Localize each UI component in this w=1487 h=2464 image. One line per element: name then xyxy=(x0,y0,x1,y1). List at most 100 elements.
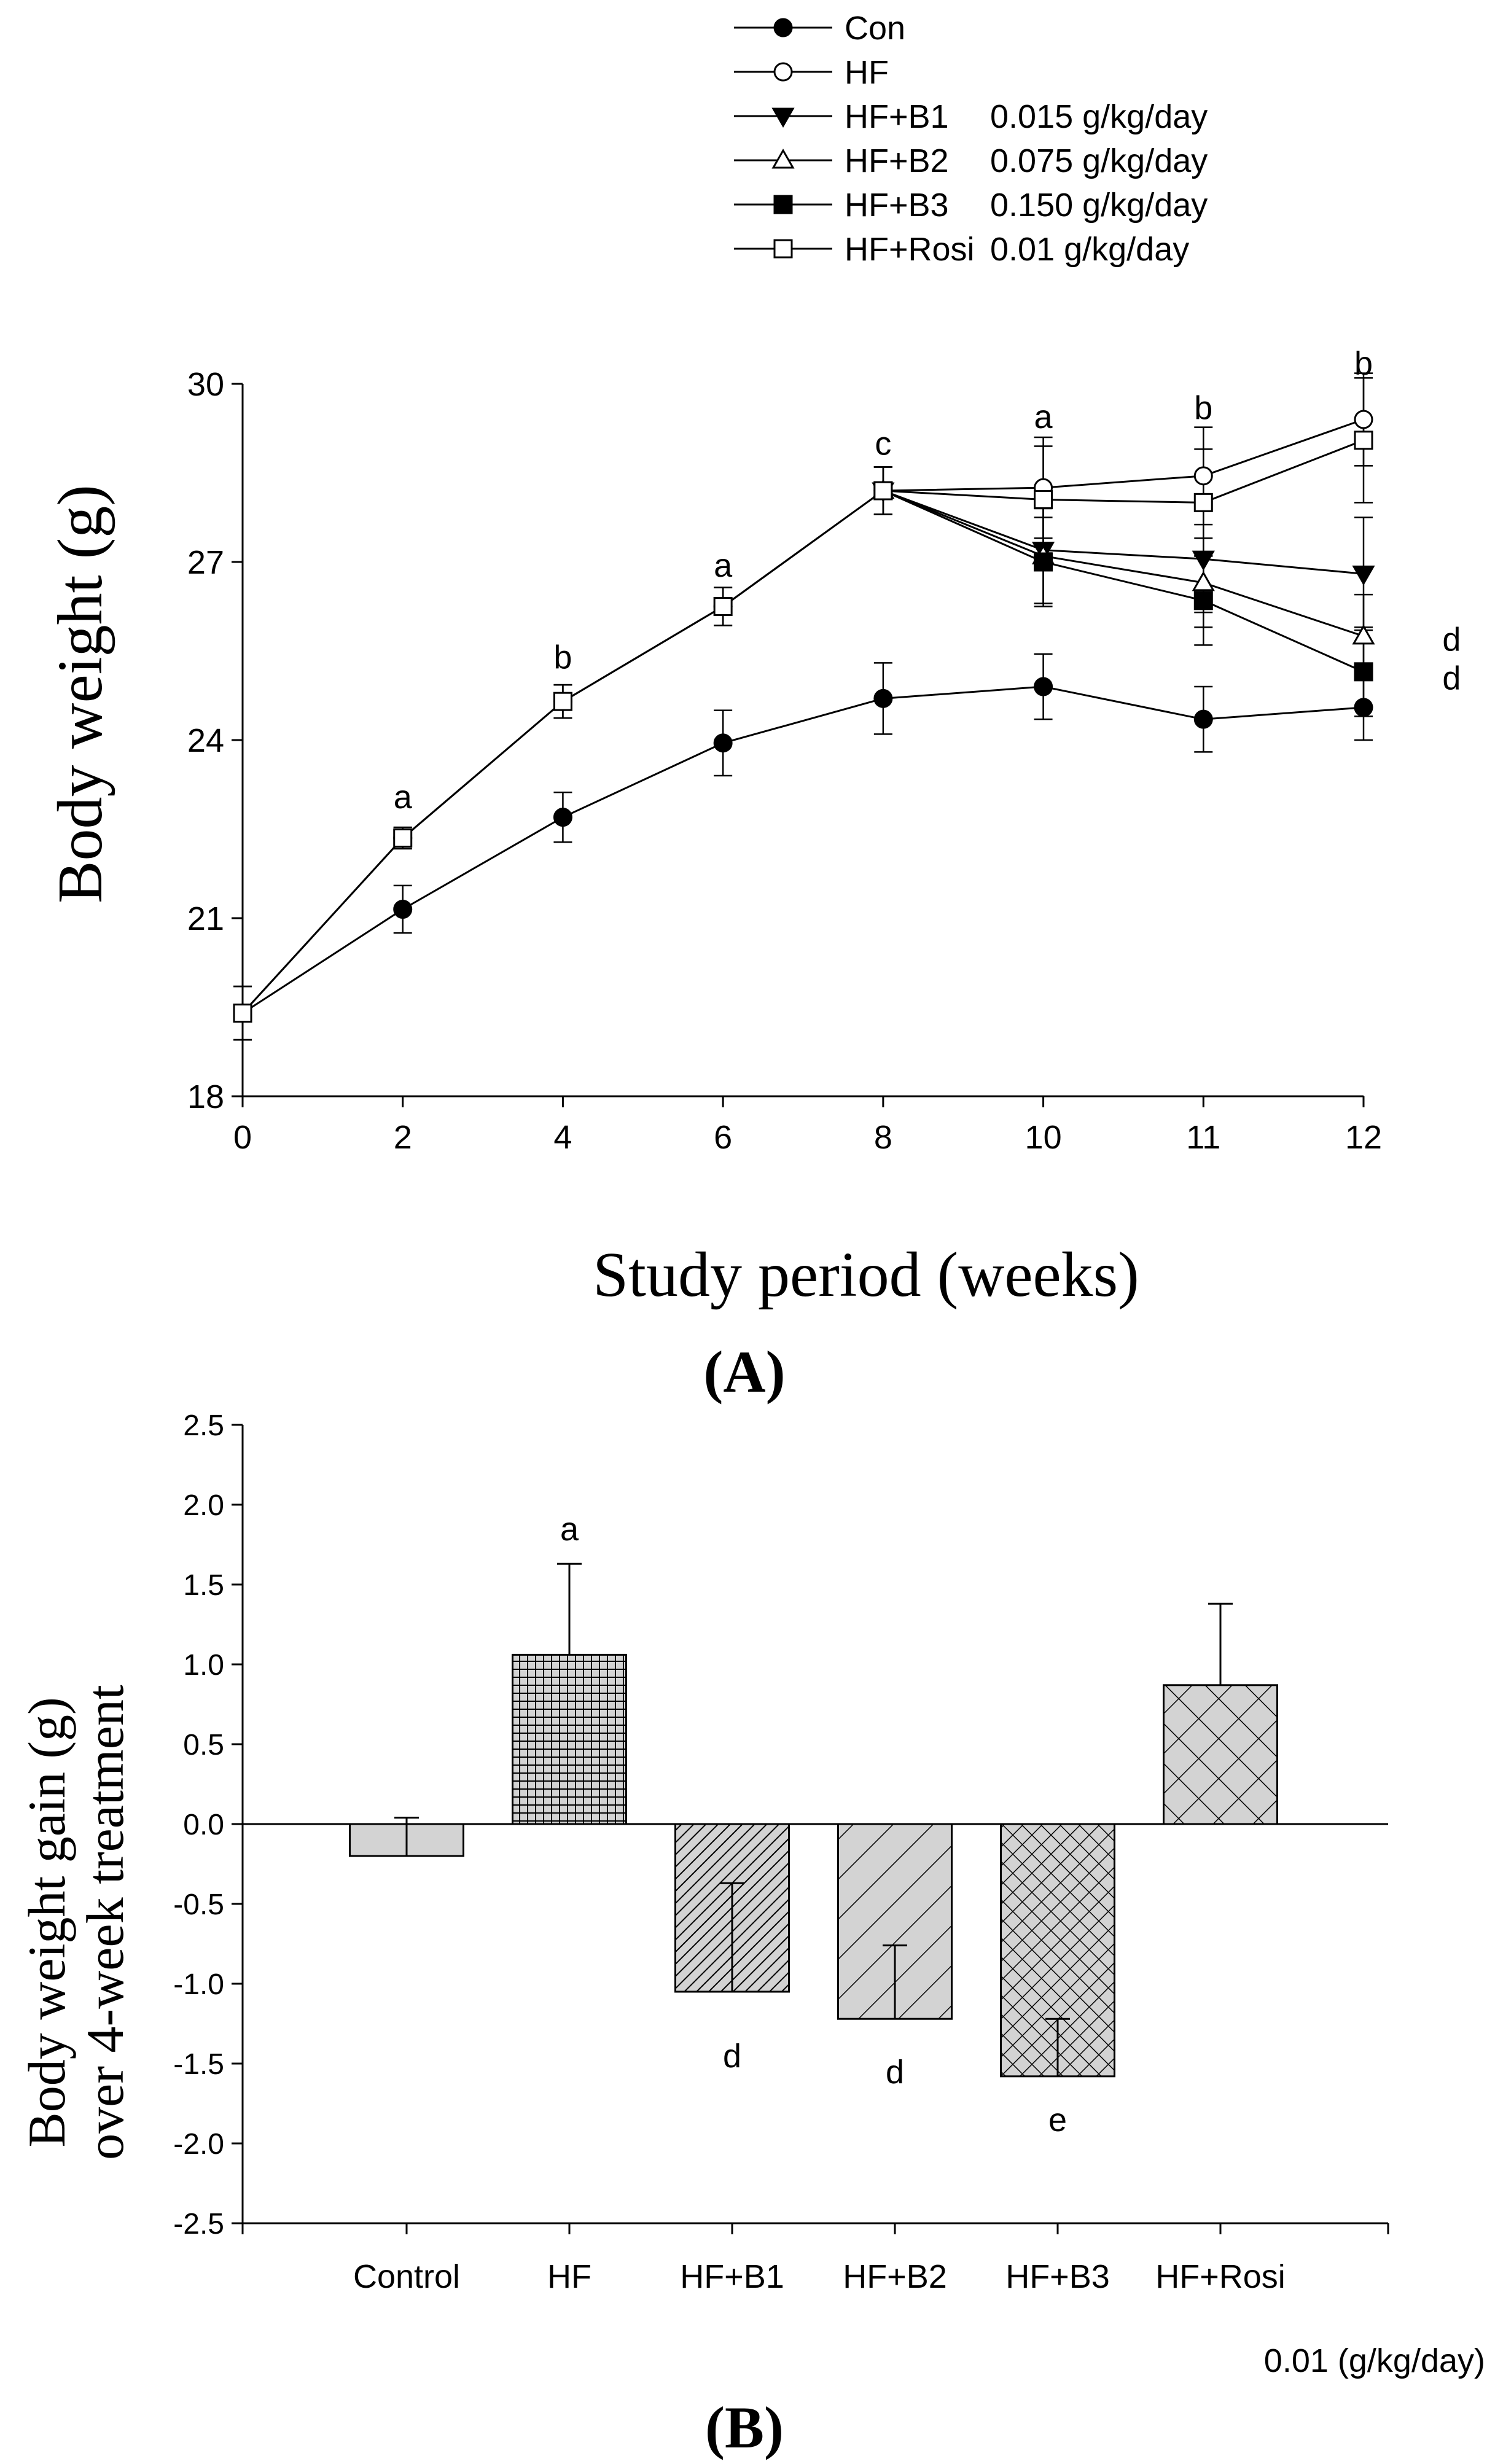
legend-dose: 0.150 g/kg/day xyxy=(990,187,1208,224)
panel-b-y-tick-label: 1.0 xyxy=(183,1649,224,1682)
bar-significance-letter: a xyxy=(560,1511,579,1548)
panel-b-category-label: HF+B1 xyxy=(680,2258,784,2295)
series-point xyxy=(233,1004,252,1023)
legend-marker xyxy=(773,195,793,214)
panel-b-y-tick-label: -1.5 xyxy=(173,2048,224,2081)
series-line-hf-rosi xyxy=(241,439,1364,1014)
panel-a-y-tick-label: 30 xyxy=(187,366,224,403)
series-point xyxy=(393,900,413,919)
legend-dose: 0.075 g/kg/day xyxy=(990,142,1208,179)
panel-b-y-tick-label: 0.0 xyxy=(183,1809,224,1841)
panel-b-ylabel-line2: over 4-week treatment xyxy=(76,1685,135,2160)
panel-b-y-tick-label: -1.0 xyxy=(173,1968,224,2001)
series-line-hf-b2 xyxy=(883,489,1364,637)
panel-b-category-label: Control xyxy=(353,2258,460,2295)
panel-a-x-tick-label: 6 xyxy=(714,1119,732,1156)
panel-b-y-tick-label: 1.5 xyxy=(183,1569,224,1602)
series-point xyxy=(1034,677,1053,696)
panel-b-y-tick-label: 0.5 xyxy=(183,1729,224,1761)
series-point xyxy=(1034,490,1053,509)
series-point xyxy=(1193,466,1213,486)
panel-a-annotation: b xyxy=(553,639,572,676)
series-line-con xyxy=(242,685,1364,1014)
panel-a-y-tick-label: 24 xyxy=(187,722,224,759)
legend-label: Con xyxy=(845,10,905,47)
panel-b-plot: -2.5 -2.0 -1.5 -1.0 -0.5 0.0 0.5 1.0 1.5 2.0 2.5 Co… xyxy=(173,1409,1389,2295)
panel-b-dose-note: 0.01 (g/kg/day) xyxy=(1264,2342,1485,2379)
bar-significance-letter: d xyxy=(723,2038,741,2075)
panel-b-category-label: HF+B3 xyxy=(1005,2258,1110,2295)
series-point xyxy=(1352,624,1375,645)
legend-dose: 0.01 g/kg/day xyxy=(990,231,1189,268)
panel-a-x-tick-label: 11 xyxy=(1186,1119,1220,1156)
panel-a-label: (A) xyxy=(703,1339,785,1405)
panel-a-annotation: c xyxy=(875,426,891,462)
panel-a-x-tick-label: 2 xyxy=(394,1119,412,1156)
bar-hf xyxy=(512,1653,627,1825)
panel-a-annotation: a xyxy=(394,779,413,816)
panel-a-y-tick-label: 18 xyxy=(187,1078,224,1115)
legend-marker xyxy=(771,148,795,169)
legend-label: HF+B2 xyxy=(845,142,949,179)
series-point xyxy=(1193,709,1213,729)
bar-hf-rosi xyxy=(1163,1684,1278,1825)
panel-a-annotation: d xyxy=(1442,660,1461,697)
series-point xyxy=(713,733,733,753)
panel-b-y-tick-label: -0.5 xyxy=(173,1889,224,1921)
legend-marker xyxy=(773,62,793,82)
legend-label: HF+B3 xyxy=(845,187,949,224)
series-point xyxy=(1193,493,1213,512)
panel-a-x-tick-label: 4 xyxy=(553,1119,572,1156)
panel-a-x-tick-label: 0 xyxy=(233,1119,252,1156)
legend-marker xyxy=(771,107,795,128)
series-point xyxy=(1352,565,1375,586)
legend-label: HF+B1 xyxy=(845,98,949,135)
panel-a-x-tick-label: 10 xyxy=(1025,1119,1062,1156)
panel-b-y-tick-label: -2.0 xyxy=(173,2128,224,2161)
legend-label: HF xyxy=(845,54,889,91)
panel-b-category-label: HF xyxy=(547,2258,591,2295)
panel-a-y-tick-label: 21 xyxy=(187,900,224,937)
panel-b-category-label: HF+Rosi xyxy=(1155,2258,1286,2295)
bar-significance-letter: e xyxy=(1048,2102,1067,2138)
series-point xyxy=(1192,571,1215,591)
series-line-hf-b3 xyxy=(883,489,1364,673)
series-line-hf-b1 xyxy=(883,489,1364,575)
panel-a-annotation: d xyxy=(1442,622,1461,658)
series-point xyxy=(1193,591,1213,610)
legend-marker xyxy=(773,239,793,259)
panel-a-annotation: b xyxy=(1354,345,1373,382)
bar-significance-letter: d xyxy=(886,2054,904,2091)
panel-a-annotation: a xyxy=(1034,399,1053,435)
series-point xyxy=(1192,550,1215,571)
panel-a-annotation: b xyxy=(1194,390,1212,427)
series-point xyxy=(873,481,893,501)
legend-label: HF+Rosi xyxy=(845,231,975,268)
panel-a-y-tick-label: 27 xyxy=(187,544,224,581)
panel-a-x-tick-label: 12 xyxy=(1345,1119,1382,1156)
panel-b-ylabel-line1: Body weight gain (g) xyxy=(17,1697,76,2147)
series-point xyxy=(1354,698,1373,717)
series-point xyxy=(1354,410,1373,429)
legend-dose: 0.015 g/kg/day xyxy=(990,98,1208,135)
panel-b-y-tick-label: -2.5 xyxy=(173,2208,224,2240)
panel-b-y-tick-label: 2.0 xyxy=(183,1489,224,1522)
series-point xyxy=(1354,662,1373,682)
panel-a-annotation: a xyxy=(714,547,733,584)
series-point xyxy=(553,808,572,827)
series-point xyxy=(873,688,893,708)
series-point xyxy=(393,828,413,848)
panel-a-x-tick-label: 8 xyxy=(874,1119,892,1156)
series-point xyxy=(1034,552,1053,572)
panel-b-y-tick-label: 2.5 xyxy=(183,1409,224,1442)
panel-a-ylabel: Body weight (g) xyxy=(45,485,115,903)
series-point xyxy=(713,597,733,616)
series-point xyxy=(553,692,572,711)
panel-a-xlabel: Study period (weeks) xyxy=(593,1239,1139,1310)
panel-b-category-label: HF+B2 xyxy=(843,2258,947,2295)
legend-marker xyxy=(773,18,793,37)
panel-b-label: (B) xyxy=(705,2395,784,2460)
series-point xyxy=(1354,431,1373,450)
